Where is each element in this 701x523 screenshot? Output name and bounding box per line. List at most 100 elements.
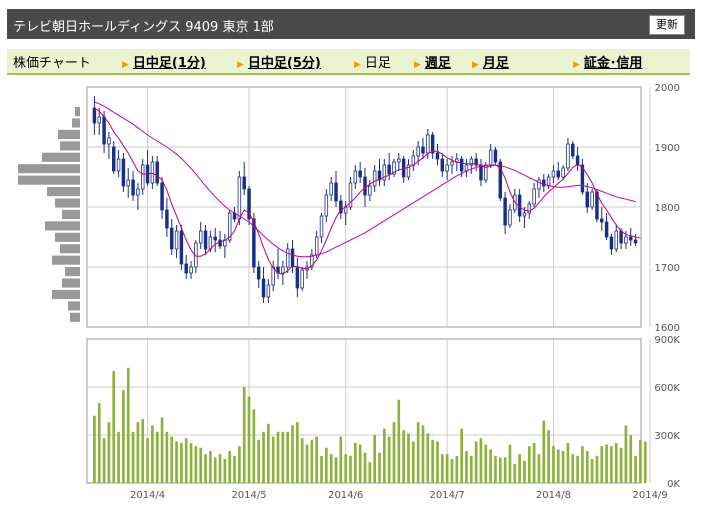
volume-bar <box>643 441 647 483</box>
nav-monthly[interactable]: ▶ 月足 <box>472 52 509 71</box>
volume-bar <box>537 454 541 483</box>
volume-bar <box>542 420 546 483</box>
candle-body <box>609 236 614 250</box>
volume-bar <box>571 454 575 483</box>
volume-tick-label: 900K <box>654 335 680 346</box>
volume-bar <box>450 459 454 483</box>
volume-bar <box>629 435 633 483</box>
volume-bar <box>93 415 96 483</box>
candle-body <box>247 188 251 220</box>
nav-intraday-1min[interactable]: ▶ 日中足(1分) <box>122 52 206 71</box>
nav-intraday-5min-label[interactable]: 日中足(5分) <box>247 56 321 71</box>
volume-bar <box>223 459 227 483</box>
volume-tick-label: 300K <box>654 431 680 442</box>
candle-body <box>141 164 145 190</box>
candle-body <box>445 164 449 172</box>
volume-bar <box>392 422 396 483</box>
volume-bar <box>257 439 261 483</box>
candle-body <box>165 209 169 229</box>
volume-profile-bar <box>60 244 80 254</box>
volume-bar <box>581 446 584 483</box>
volume-bar <box>262 431 265 483</box>
candle-body <box>440 158 445 172</box>
candle-body <box>619 230 623 244</box>
volume-profile-bar <box>47 187 80 197</box>
candle-body <box>155 161 159 184</box>
candle-body <box>300 269 304 289</box>
candle-body <box>179 230 184 265</box>
candle-body <box>295 266 300 289</box>
price-tick-label: 1600 <box>655 323 680 334</box>
volume-bar <box>498 457 502 483</box>
nav-weekly-label[interactable]: 週足 <box>424 56 451 71</box>
chart-section-label: 株価チャート <box>13 56 91 71</box>
candle-body <box>561 167 565 178</box>
volume-bar <box>165 431 169 483</box>
candle-body <box>116 158 121 172</box>
volume-bar <box>247 396 251 483</box>
volume-bar <box>436 441 439 483</box>
nav-margin-label[interactable]: 証金･信用 <box>583 56 643 71</box>
nav-intraday-1min-label[interactable]: 日中足(1分) <box>132 56 206 71</box>
candle-body <box>324 194 329 217</box>
volume-bar <box>102 438 106 483</box>
candle-body <box>542 179 546 187</box>
volume-bar <box>494 455 497 483</box>
candle-body <box>527 203 532 214</box>
candle-body <box>339 200 343 214</box>
candle-body <box>532 188 536 205</box>
nav-intraday-5min[interactable]: ▶ 日中足(5分) <box>237 52 321 71</box>
x-tick-label: 2014/4 <box>130 490 165 501</box>
volume-bar <box>320 455 323 483</box>
candle-body <box>614 230 618 250</box>
volume-bar <box>189 443 193 483</box>
candle-body <box>372 170 377 187</box>
volume-bar <box>276 431 280 483</box>
candle-body <box>377 170 382 181</box>
volume-bar <box>552 446 555 483</box>
volume-bar <box>508 444 512 483</box>
volume-bar <box>117 431 120 483</box>
x-tick-label: 2014/7 <box>430 490 465 501</box>
refresh-button[interactable]: 更新 <box>649 15 685 35</box>
candle-body <box>421 146 425 154</box>
volume-bar <box>566 443 570 483</box>
volume-bar <box>344 454 348 483</box>
candle-body <box>112 146 116 172</box>
price-tick-label: 1900 <box>655 143 680 154</box>
candle-body <box>546 176 551 187</box>
volume-bar <box>605 444 608 483</box>
candle-body <box>508 209 512 226</box>
volume-bar <box>141 419 145 483</box>
nav-weekly[interactable]: ▶ 週足 <box>414 52 451 71</box>
volume-bar <box>300 438 304 483</box>
candle-body <box>252 218 256 268</box>
candle-body <box>218 239 222 247</box>
volume-bar <box>122 390 125 483</box>
candle-body <box>590 191 594 208</box>
nav-monthly-label[interactable]: 月足 <box>482 56 509 71</box>
volume-bar <box>513 463 517 483</box>
candle-body <box>629 236 633 241</box>
candle-body <box>107 137 111 145</box>
candle-body <box>580 164 585 193</box>
volume-bar <box>373 435 376 483</box>
candle-body <box>131 179 135 196</box>
volume-profile-bar <box>62 278 80 288</box>
candle-body <box>271 266 275 286</box>
volume-bar <box>354 443 357 483</box>
candle-body <box>363 176 367 196</box>
volume-bar <box>180 443 183 483</box>
grid-lines <box>87 87 651 483</box>
volume-bar <box>97 403 101 483</box>
candles <box>92 96 638 303</box>
volume-bar <box>228 451 232 483</box>
stock-header: テレビ朝日ホールディングス 9409 東京 1部 更新 <box>7 9 695 39</box>
volume-bar <box>315 436 319 483</box>
candle-body <box>503 197 507 226</box>
candle-body <box>469 158 474 166</box>
nav-margin[interactable]: ▶ 証金･信用 <box>573 52 642 71</box>
candle-body <box>387 164 391 175</box>
candle-body <box>459 158 464 172</box>
volume-bar <box>503 457 507 483</box>
